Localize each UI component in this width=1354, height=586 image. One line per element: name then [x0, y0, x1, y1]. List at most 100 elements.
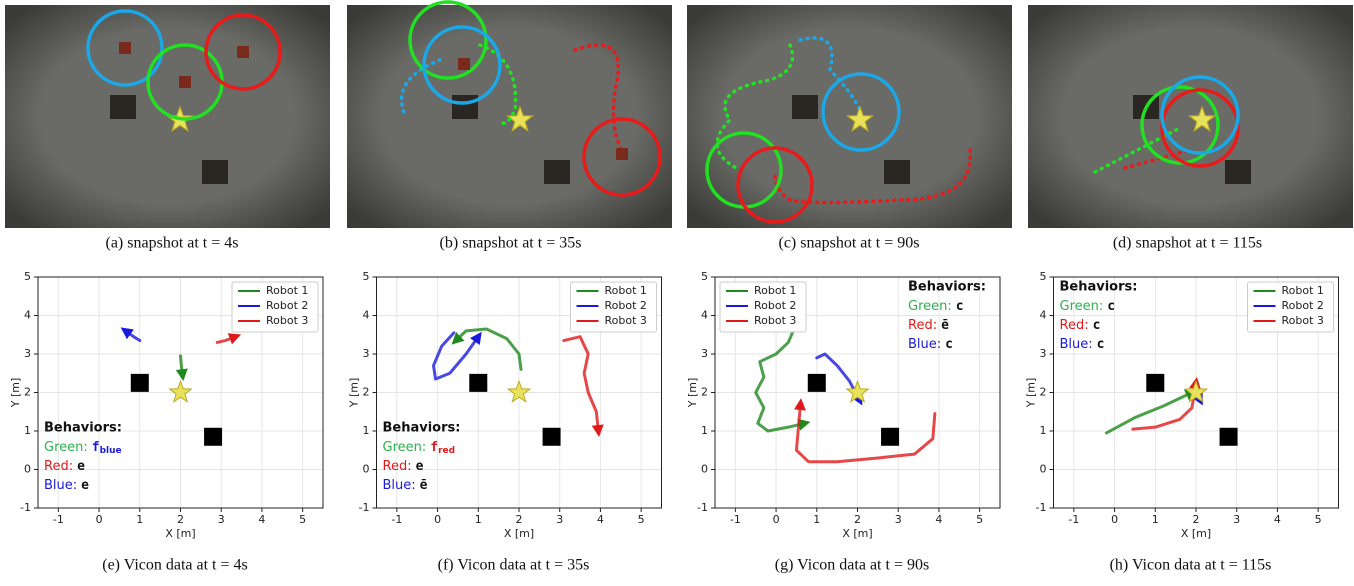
x-axis-label: X [m]: [165, 527, 195, 540]
annotation-label: Red:: [44, 459, 73, 474]
x-tick-label: 3: [895, 513, 902, 526]
x-tick-label: 2: [854, 513, 861, 526]
annotation-value: e: [81, 478, 89, 493]
y-axis-label: Y [m]: [1025, 378, 1038, 409]
obstacle: [131, 374, 149, 392]
x-tick-label: 0: [1111, 513, 1118, 526]
annotation-value: c: [1093, 318, 1101, 333]
legend-label: Robot 1: [754, 284, 796, 297]
annotation-line: Blue: c: [1060, 337, 1105, 352]
y-tick-label: 1: [363, 424, 370, 437]
caption: (f) Vicon data at t = 35s: [438, 557, 590, 574]
x-axis-label: X [m]: [1181, 527, 1211, 540]
x-axis-label: X [m]: [842, 527, 872, 540]
annotation-value: e: [77, 459, 85, 474]
photo: [347, 2, 672, 228]
annotation-line: Red: e: [383, 459, 424, 474]
figure: (a) snapshot at t = 4s (b) snapshot at t …: [0, 0, 1354, 586]
annotation-line: Blue:e: [44, 478, 89, 493]
legend-label: Robot 1: [266, 284, 308, 297]
caption: (d) snapshot at t = 115s: [1113, 235, 1262, 252]
legend-label: Robot 3: [605, 314, 647, 327]
x-tick-label: 5: [638, 513, 645, 526]
annotation-value: e: [416, 459, 424, 474]
y-tick-label: 0: [701, 463, 708, 476]
annotation-value: c: [1097, 337, 1105, 352]
x-tick-label: 1: [475, 513, 482, 526]
legend-label: Robot 2: [1282, 299, 1324, 312]
x-tick-label: 1: [136, 513, 143, 526]
caption: (g) Vicon data at t = 90s: [775, 557, 929, 574]
x-tick-label: 3: [1233, 513, 1240, 526]
annotation-label: Green:: [44, 440, 88, 455]
annotation-label: Red:: [1060, 318, 1089, 333]
y-tick-label: 3: [701, 347, 708, 360]
obstacle: [1220, 428, 1238, 446]
x-tick-label: 4: [258, 513, 265, 526]
x-tick-label: 0: [434, 513, 441, 526]
annotation-label: Green:: [1060, 299, 1104, 314]
annotation-value: ē: [420, 478, 428, 493]
obstacle: [1146, 374, 1164, 392]
caption: (c) snapshot at t = 90s: [779, 235, 920, 252]
legend-label: Robot 2: [266, 299, 308, 312]
x-tick-label: -1: [730, 513, 741, 526]
caption: (h) Vicon data at t = 115s: [1110, 557, 1272, 574]
annotation-line: Blue: ē: [383, 478, 428, 493]
annotation-label: Red:: [383, 459, 412, 474]
y-tick-label: 4: [24, 309, 31, 322]
trajectory: [181, 356, 183, 375]
annotation-label: Blue:: [383, 478, 416, 493]
annotation-sub: red: [438, 446, 455, 456]
annotation-sub: blue: [100, 446, 122, 456]
y-tick-label: 4: [1040, 309, 1047, 322]
y-tick-label: 1: [24, 424, 31, 437]
y-tick-label: 5: [701, 270, 708, 283]
legend-label: Robot 1: [1282, 284, 1324, 297]
annotation-line: Red:ē: [908, 318, 949, 333]
x-axis-label: X [m]: [504, 527, 534, 540]
y-tick-label: 4: [701, 309, 708, 322]
annotation-title: Behaviors:: [383, 421, 461, 436]
x-tick-label: 2: [177, 513, 184, 526]
caption: (b) snapshot at t = 35s: [440, 235, 582, 252]
caption: (a) snapshot at t = 4s: [106, 235, 239, 252]
annotation-label: Red:: [908, 318, 937, 333]
caption: (e) Vicon data at t = 4s: [102, 557, 248, 574]
photo: [5, 5, 330, 228]
x-tick-label: 0: [773, 513, 780, 526]
annotation-title: Behaviors:: [1060, 280, 1138, 295]
y-tick-label: 5: [24, 270, 31, 283]
annotation-value: f: [92, 440, 100, 455]
photo: [1028, 5, 1353, 228]
y-tick-label: 4: [363, 309, 370, 322]
y-tick-label: 5: [363, 270, 370, 283]
annotation-label: Blue:: [1060, 337, 1093, 352]
photo: [687, 5, 1012, 228]
y-tick-label: 3: [24, 347, 31, 360]
plot: -1012345-1012345X [m]Y [m]Robot 1Robot 2…: [686, 270, 1000, 540]
obstacle: [469, 374, 487, 392]
annotation-title: Behaviors:: [44, 421, 122, 436]
y-tick-label: 2: [1040, 386, 1047, 399]
y-tick-label: 1: [1040, 424, 1047, 437]
legend-label: Robot 3: [266, 314, 308, 327]
annotation-label: Green:: [908, 299, 952, 314]
y-tick-label: -1: [1036, 501, 1047, 514]
x-tick-label: 5: [1315, 513, 1322, 526]
y-tick-label: 2: [701, 386, 708, 399]
x-tick-label: 2: [1193, 513, 1200, 526]
obstacle: [881, 428, 899, 446]
y-tick-label: -1: [359, 501, 370, 514]
annotation-label: Blue:: [908, 337, 941, 352]
x-tick-label: 1: [813, 513, 820, 526]
x-tick-label: -1: [391, 513, 402, 526]
y-tick-label: 3: [1040, 347, 1047, 360]
x-tick-label: 3: [218, 513, 225, 526]
y-tick-label: 2: [24, 386, 31, 399]
y-axis-label: Y [m]: [348, 378, 361, 409]
x-tick-label: 4: [1274, 513, 1281, 526]
x-tick-label: -1: [1068, 513, 1079, 526]
obstacle: [543, 428, 561, 446]
